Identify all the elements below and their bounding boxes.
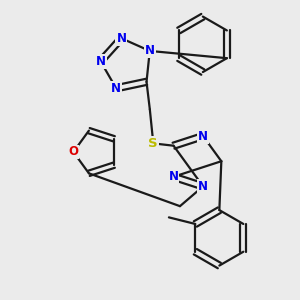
Text: S: S [148,137,158,150]
Text: N: N [96,55,106,68]
Text: N: N [169,170,178,183]
Text: N: N [145,44,155,57]
Text: N: N [198,180,208,193]
Text: N: N [116,32,126,45]
Text: O: O [68,146,78,158]
Text: N: N [198,130,208,142]
Text: N: N [111,82,121,95]
